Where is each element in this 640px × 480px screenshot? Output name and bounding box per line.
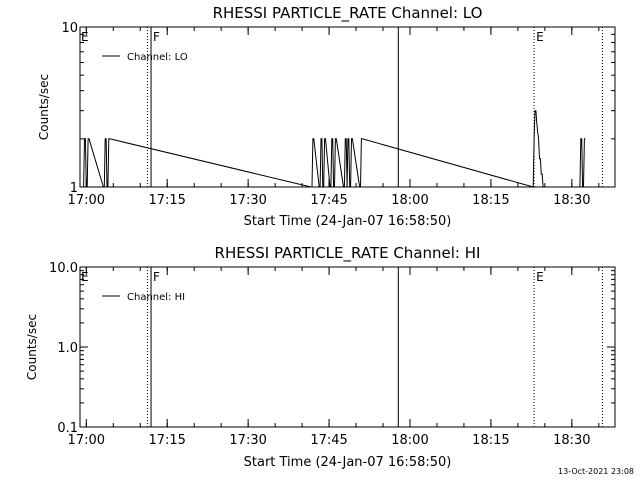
x-tick-label: 17:30 bbox=[229, 193, 266, 208]
x-tick-label: 18:30 bbox=[553, 193, 590, 208]
y-tick-label: 1 bbox=[70, 181, 78, 196]
event-marker-label: F bbox=[153, 270, 160, 284]
x-tick-label: 18:15 bbox=[472, 193, 509, 208]
chart-title: RHESSI PARTICLE_RATE Channel: LO bbox=[213, 4, 483, 23]
event-marker-label: E bbox=[81, 270, 89, 284]
x-tick-label: 17:00 bbox=[68, 193, 105, 208]
chart-title: RHESSI PARTICLE_RATE Channel: HI bbox=[215, 244, 481, 263]
event-marker-label: E bbox=[81, 30, 89, 44]
x-axis-label: Start Time (24-Jan-07 16:58:50) bbox=[244, 455, 452, 470]
footer-timestamp: 13-Oct-2021 23:08 bbox=[558, 467, 634, 476]
x-tick-label: 17:45 bbox=[310, 193, 347, 208]
x-tick-label: 17:15 bbox=[148, 433, 185, 448]
event-marker-label: E bbox=[536, 30, 544, 44]
y-tick-label: 1.0 bbox=[57, 341, 78, 356]
event-marker-label: E bbox=[536, 270, 544, 284]
x-tick-label: 17:15 bbox=[148, 193, 185, 208]
series-line bbox=[80, 110, 586, 188]
x-tick-label: 18:00 bbox=[391, 433, 428, 448]
x-tick-label: 17:30 bbox=[229, 433, 266, 448]
chart-hi-channel: RHESSI PARTICLE_RATE Channel: HI Start Ti… bbox=[25, 244, 616, 470]
chart-lo-channel: RHESSI PARTICLE_RATE Channel: LO Start Ti… bbox=[37, 4, 616, 229]
y-tick-label: 10.0 bbox=[49, 261, 78, 276]
x-tick-label: 18:15 bbox=[472, 433, 509, 448]
x-axis-label: Start Time (24-Jan-07 16:58:50) bbox=[244, 214, 452, 229]
y-axis-label: Counts/sec bbox=[37, 74, 51, 140]
event-marker-label: F bbox=[153, 30, 160, 44]
plot-frame bbox=[79, 266, 616, 428]
x-tick-label: 17:45 bbox=[310, 433, 347, 448]
y-tick-label: 10 bbox=[61, 21, 78, 36]
x-tick-label: 18:00 bbox=[391, 193, 428, 208]
legend-label: Channel: HI bbox=[127, 292, 185, 303]
y-axis-label: Counts/sec bbox=[25, 314, 39, 380]
x-tick-label: 17:00 bbox=[68, 433, 105, 448]
y-tick-label: 0.1 bbox=[57, 421, 78, 436]
x-tick-label: 18:30 bbox=[553, 433, 590, 448]
legend-label: Channel: LO bbox=[127, 52, 188, 63]
